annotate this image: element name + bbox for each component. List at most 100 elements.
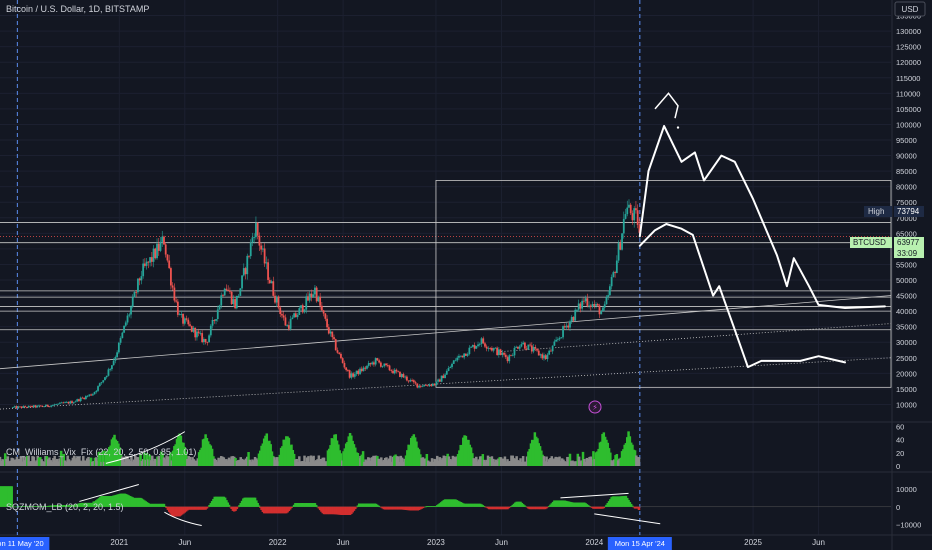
momentum-bar: [436, 505, 439, 507]
candle-body: [197, 331, 200, 334]
alert-icon[interactable]: ⚡: [588, 400, 602, 414]
x-tick-label: Jun: [337, 538, 350, 547]
candle-body: [598, 305, 601, 315]
countdown-timer: 33:09: [897, 249, 918, 258]
momentum-bar: [19, 506, 23, 507]
candle-body: [46, 404, 49, 407]
candle-body: [617, 243, 620, 261]
candle-body: [428, 384, 431, 387]
currency-button[interactable]: USD: [894, 1, 926, 17]
candle-body: [107, 369, 110, 376]
vix-bar: [563, 461, 567, 466]
vix-bar: [610, 460, 613, 466]
vix-bar: [67, 459, 71, 466]
vix-bar: [438, 457, 442, 466]
momentum-bar: [415, 506, 418, 511]
vix-bar: [476, 461, 479, 466]
momentum-bar: [239, 503, 243, 507]
vix-bar: [399, 455, 403, 466]
x-tick-label: 2023: [427, 538, 445, 547]
momentum-bar: [156, 503, 159, 507]
vix-bar: [240, 458, 244, 466]
candle-body: [182, 314, 184, 324]
momentum-bar: [50, 505, 54, 507]
candle-body: [605, 297, 608, 305]
vix-bar: [248, 459, 252, 466]
vix-bar: [390, 461, 393, 466]
momentum-bar: [1, 486, 4, 507]
vix-bar: [121, 456, 124, 466]
vix-bar: [183, 446, 187, 466]
momentum-bar: [520, 502, 524, 507]
momentum-bar: [508, 506, 512, 508]
candle-body: [388, 365, 391, 371]
vix-bar: [555, 457, 559, 466]
vix-bar: [316, 459, 319, 466]
vix-bar: [463, 435, 466, 466]
candle-body: [366, 365, 368, 369]
vix-bar: [65, 461, 68, 466]
momentum-bar: [498, 506, 501, 510]
momentum-bar: [301, 503, 305, 507]
vix-y-tick-label: 60: [896, 422, 904, 431]
mom-annotation-line: [560, 492, 629, 499]
momentum-bar: [317, 506, 321, 509]
candle-body: [185, 318, 188, 320]
vix-bar: [274, 459, 278, 466]
candle-body: [277, 296, 280, 308]
vix-bar: [170, 460, 174, 466]
candle-body: [324, 313, 327, 319]
momentum-bar: [52, 505, 55, 507]
vix-bar: [192, 459, 196, 466]
momentum-bar: [160, 503, 163, 507]
candle-body: [204, 338, 207, 343]
momentum-bar: [433, 506, 436, 507]
momentum-bar: [221, 496, 224, 507]
candle-body: [525, 348, 528, 350]
vix-bar: [262, 438, 266, 466]
momentum-bar: [229, 506, 232, 508]
candle-body: [376, 358, 379, 361]
momentum-bar: [519, 501, 522, 507]
candle-body: [275, 296, 278, 303]
momentum-bar: [378, 506, 382, 508]
momentum-bar: [558, 500, 561, 507]
vix-bar: [136, 457, 140, 466]
momentum-bar: [334, 506, 338, 515]
momentum-bar: [161, 503, 164, 507]
vix-bar: [455, 456, 459, 466]
candle-body: [629, 204, 632, 214]
candle-body: [619, 243, 622, 250]
momentum-bar: [627, 499, 630, 507]
vix-bar: [13, 460, 16, 466]
vix-bar: [364, 459, 367, 466]
momentum-bar: [49, 505, 53, 507]
momentum-bar: [314, 504, 318, 507]
momentum-bar: [105, 496, 108, 507]
vix-bar: [628, 436, 632, 466]
momentum-bar: [536, 506, 539, 510]
vix-bar: [71, 457, 75, 466]
momentum-bar: [174, 506, 177, 517]
vix-bar: [253, 456, 257, 466]
candle-body: [442, 375, 445, 379]
vix-bar: [109, 445, 112, 466]
candle-body: [433, 383, 436, 386]
candle-body: [466, 353, 469, 356]
vix-bar: [115, 440, 119, 466]
momentum-bar: [127, 495, 131, 507]
momentum-bar: [422, 506, 426, 508]
momentum-bar: [472, 503, 475, 507]
candle-body: [520, 344, 523, 347]
momentum-bar: [192, 506, 196, 510]
momentum-bar: [523, 505, 526, 507]
candle-body: [64, 402, 66, 404]
vix-bar: [566, 456, 569, 466]
y-tick-label: 125000: [896, 43, 921, 52]
vix-bar: [585, 457, 589, 466]
momentum-bar: [411, 506, 414, 511]
x-tick-label: 2024: [585, 538, 603, 547]
vix-bar: [473, 458, 477, 466]
momentum-bar: [426, 506, 430, 507]
